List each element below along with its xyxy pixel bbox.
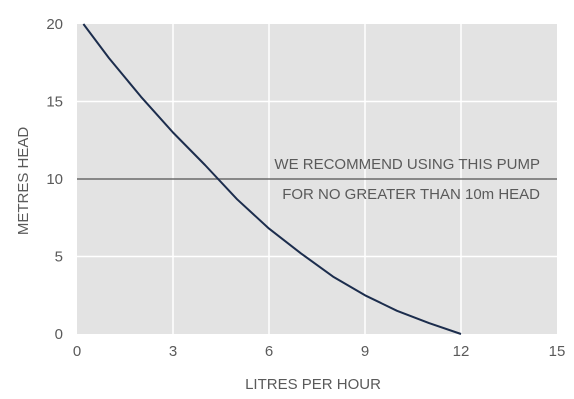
x-tick-label-0: 0 [73, 343, 81, 360]
tick-labels: 0 3 6 9 12 15 0 5 10 15 20 [46, 16, 565, 360]
x-tick-label-3: 3 [169, 343, 177, 360]
y-tick-label-5: 5 [55, 249, 63, 266]
y-axis-title: METRES HEAD [15, 127, 32, 236]
x-tick-label-9: 9 [361, 343, 369, 360]
y-tick-label-0: 0 [55, 326, 63, 343]
annotation-line-1: WE RECOMMEND USING THIS PUMP [274, 156, 540, 173]
annotation-line-2: FOR NO GREATER THAN 10m HEAD [282, 186, 540, 203]
pump-curve-line [82, 23, 462, 335]
y-tick-label-15: 15 [46, 94, 63, 111]
x-axis-title: LITRES PER HOUR [245, 376, 381, 393]
y-tick-label-10: 10 [46, 171, 63, 188]
x-tick-label-12: 12 [453, 343, 470, 360]
x-tick-label-15: 15 [549, 343, 566, 360]
x-tick-label-6: 6 [265, 343, 273, 360]
y-tick-label-20: 20 [46, 16, 63, 33]
